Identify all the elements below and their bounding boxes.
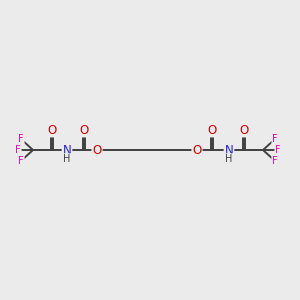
Text: F: F bbox=[272, 134, 278, 144]
Text: O: O bbox=[92, 143, 102, 157]
Text: O: O bbox=[239, 124, 249, 136]
Text: F: F bbox=[18, 156, 24, 166]
Text: F: F bbox=[275, 145, 281, 155]
Text: H: H bbox=[225, 154, 233, 164]
Text: O: O bbox=[80, 124, 88, 136]
Text: O: O bbox=[47, 124, 57, 136]
Text: N: N bbox=[225, 143, 233, 157]
Text: F: F bbox=[15, 145, 21, 155]
Text: O: O bbox=[207, 124, 217, 136]
Text: F: F bbox=[18, 134, 24, 144]
Text: F: F bbox=[272, 156, 278, 166]
Text: H: H bbox=[63, 154, 71, 164]
Text: N: N bbox=[63, 143, 71, 157]
Text: O: O bbox=[192, 143, 202, 157]
